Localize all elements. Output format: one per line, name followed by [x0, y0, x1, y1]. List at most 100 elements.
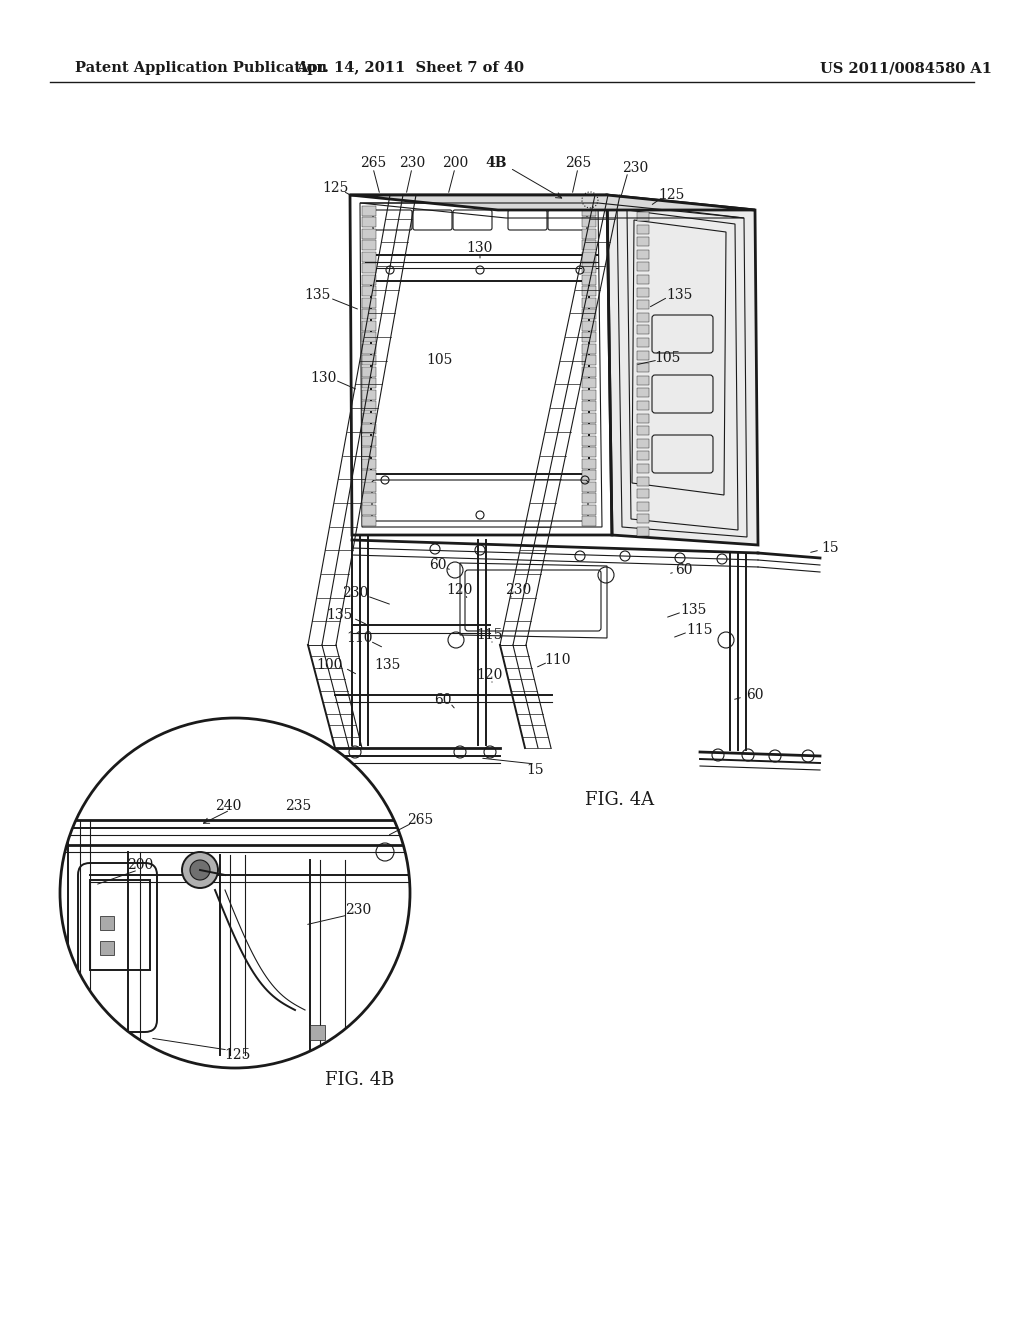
Bar — [582, 504, 596, 515]
Text: FIG. 4A: FIG. 4A — [586, 791, 654, 809]
Text: US 2011/0084580 A1: US 2011/0084580 A1 — [820, 61, 992, 75]
Bar — [637, 326, 649, 334]
Text: 200: 200 — [127, 858, 154, 873]
Bar — [582, 494, 596, 503]
Text: 265: 265 — [359, 156, 386, 170]
Bar — [637, 288, 649, 297]
Bar — [582, 218, 596, 227]
Text: 120: 120 — [477, 668, 503, 682]
Bar — [362, 206, 376, 216]
Bar — [362, 389, 376, 400]
Bar — [362, 321, 376, 331]
Circle shape — [60, 718, 410, 1068]
Bar — [582, 309, 596, 319]
Bar — [637, 238, 649, 247]
Bar — [637, 263, 649, 272]
Bar — [582, 206, 596, 216]
Text: FIG. 4B: FIG. 4B — [326, 1071, 394, 1089]
Bar — [100, 916, 114, 931]
Bar — [637, 275, 649, 284]
Text: 15: 15 — [821, 541, 839, 554]
Circle shape — [182, 851, 218, 888]
Bar — [637, 515, 649, 524]
Bar — [362, 413, 376, 422]
Text: 135: 135 — [375, 657, 401, 672]
Bar — [637, 490, 649, 498]
Bar — [582, 516, 596, 525]
Polygon shape — [350, 195, 755, 210]
Bar — [362, 333, 376, 342]
Text: 230: 230 — [505, 583, 531, 597]
Bar — [582, 401, 596, 412]
Bar — [582, 252, 596, 261]
Bar — [582, 424, 596, 434]
Bar — [582, 264, 596, 273]
Text: 100: 100 — [316, 657, 343, 672]
Text: 200: 200 — [442, 156, 468, 170]
Text: 105: 105 — [654, 351, 681, 366]
Text: 240: 240 — [215, 799, 242, 813]
Bar — [582, 228, 596, 239]
Text: 265: 265 — [565, 156, 591, 170]
Text: 60: 60 — [434, 693, 452, 708]
Text: 230: 230 — [342, 586, 368, 601]
Text: 4B: 4B — [485, 156, 507, 170]
Circle shape — [190, 861, 210, 880]
Bar — [582, 298, 596, 308]
Bar — [362, 355, 376, 366]
Bar — [582, 470, 596, 480]
Bar — [362, 228, 376, 239]
Bar — [310, 1026, 325, 1040]
Bar — [362, 401, 376, 412]
Bar — [362, 309, 376, 319]
Bar — [637, 363, 649, 372]
Bar — [637, 351, 649, 359]
Text: 230: 230 — [345, 903, 371, 917]
Bar — [637, 438, 649, 447]
Text: 125: 125 — [322, 181, 348, 195]
Polygon shape — [607, 195, 758, 545]
Text: 60: 60 — [746, 688, 764, 702]
Text: 110: 110 — [545, 653, 571, 667]
Bar — [582, 482, 596, 491]
Bar — [637, 527, 649, 536]
Bar — [362, 458, 376, 469]
Bar — [362, 343, 376, 354]
Text: 230: 230 — [622, 161, 648, 176]
Bar — [637, 388, 649, 397]
Bar — [582, 275, 596, 285]
Text: Patent Application Publication: Patent Application Publication — [75, 61, 327, 75]
Text: 135: 135 — [305, 288, 331, 302]
Bar — [362, 298, 376, 308]
Bar — [362, 218, 376, 227]
Bar — [362, 286, 376, 297]
Text: 110: 110 — [347, 631, 374, 645]
Bar — [362, 516, 376, 525]
Bar — [582, 321, 596, 331]
Bar — [637, 313, 649, 322]
Bar — [582, 413, 596, 422]
Text: 135: 135 — [327, 609, 353, 622]
Text: 120: 120 — [446, 583, 473, 597]
Text: 135: 135 — [681, 603, 708, 616]
Bar — [582, 367, 596, 376]
Bar — [582, 286, 596, 297]
Bar — [582, 343, 596, 354]
Bar — [362, 504, 376, 515]
Bar — [637, 224, 649, 234]
Text: 130: 130 — [467, 242, 494, 255]
Text: 130: 130 — [310, 371, 336, 385]
Bar — [362, 470, 376, 480]
Bar — [637, 338, 649, 347]
Bar — [637, 413, 649, 422]
Text: 60: 60 — [429, 558, 446, 572]
Bar — [637, 401, 649, 411]
Text: 125: 125 — [658, 187, 685, 202]
Bar — [582, 333, 596, 342]
Bar — [90, 880, 150, 970]
Text: 105: 105 — [427, 352, 454, 367]
Bar — [362, 494, 376, 503]
Bar — [637, 451, 649, 461]
Bar — [362, 252, 376, 261]
Bar — [637, 502, 649, 511]
